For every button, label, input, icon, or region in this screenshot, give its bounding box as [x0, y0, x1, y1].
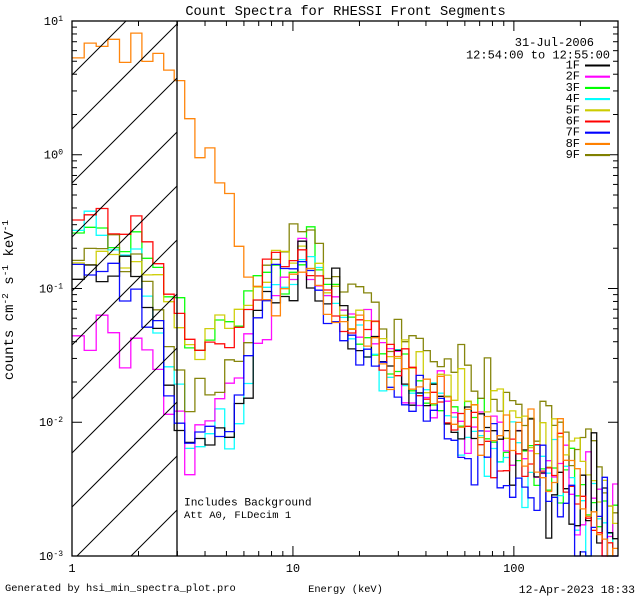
svg-text:Energy (keV): Energy (keV): [308, 584, 383, 596]
svg-text:Att A0, FLDecim 1: Att A0, FLDecim 1: [184, 510, 291, 522]
svg-text:Count Spectra for RHESSI Front: Count Spectra for RHESSI Front Segments: [185, 5, 505, 20]
svg-text:12:54:00 to 12:55:00: 12:54:00 to 12:55:00: [466, 49, 610, 63]
svg-text:10: 10: [286, 562, 300, 576]
svg-text:12-Apr-2023 18:33: 12-Apr-2023 18:33: [519, 585, 635, 597]
svg-text:Generated by hsi_min_spectra_p: Generated by hsi_min_spectra_plot.pro: [5, 583, 236, 595]
svg-text:Includes Background: Includes Background: [184, 498, 312, 510]
svg-text:9F: 9F: [566, 148, 580, 162]
svg-text:100: 100: [503, 562, 525, 576]
svg-text:1: 1: [68, 562, 75, 576]
